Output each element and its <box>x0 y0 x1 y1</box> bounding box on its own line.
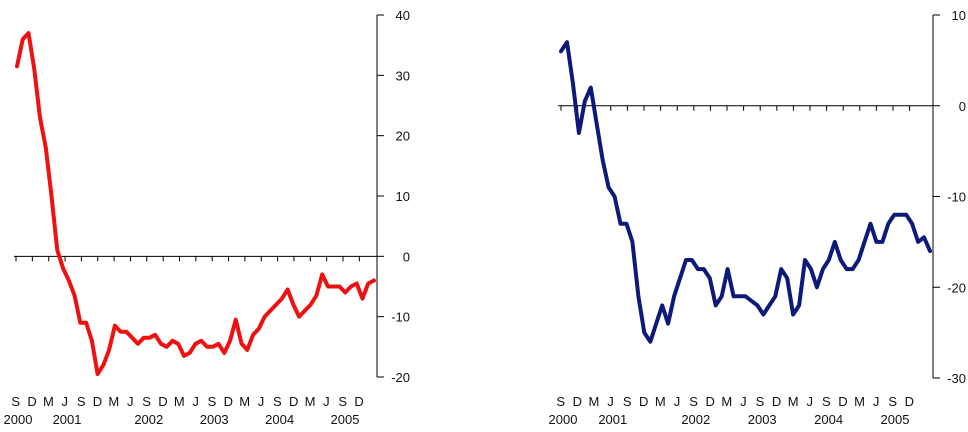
x-month-label: D <box>289 394 299 409</box>
x-month-label: S <box>822 394 831 409</box>
series-line <box>559 40 932 344</box>
x-month-label: D <box>573 394 583 409</box>
x-month-label: D <box>905 394 915 409</box>
x-month-label: S <box>888 394 897 409</box>
x-month-label: M <box>721 394 732 409</box>
x-month-label: M <box>174 394 185 409</box>
series-line <box>15 31 376 376</box>
x-month-label: J <box>127 394 134 409</box>
y-tick-label: 0 <box>959 99 966 114</box>
x-month-label: S <box>689 394 698 409</box>
x-month-label: M <box>655 394 666 409</box>
x-year-label: 2005 <box>331 412 360 427</box>
x-month-label: S <box>623 394 632 409</box>
x-month-label: J <box>258 394 265 409</box>
y-tick-label: 30 <box>396 68 410 83</box>
x-month-label: D <box>158 394 168 409</box>
y-tick-label: 40 <box>396 8 410 23</box>
x-month-label: D <box>772 394 782 409</box>
x-year-label: 2001 <box>53 412 82 427</box>
x-month-label: J <box>607 394 614 409</box>
x-month-label: J <box>62 394 69 409</box>
x-month-label: D <box>838 394 848 409</box>
x-month-label: M <box>305 394 316 409</box>
x-year-label: 2004 <box>814 412 843 427</box>
x-year-label: 2003 <box>748 412 777 427</box>
x-month-label: D <box>354 394 364 409</box>
x-month-label: J <box>674 394 681 409</box>
x-month-label: J <box>807 394 814 409</box>
y-tick-label: -10 <box>391 310 410 325</box>
x-year-label: 2001 <box>598 412 627 427</box>
x-month-label: M <box>108 394 119 409</box>
y-tick-label: -10 <box>947 190 966 205</box>
x-month-label: S <box>208 394 217 409</box>
x-month-label: J <box>740 394 747 409</box>
x-month-label: M <box>854 394 865 409</box>
y-tick-label: -20 <box>391 370 410 385</box>
x-year-label: 2005 <box>881 412 910 427</box>
x-month-label: D <box>705 394 715 409</box>
y-tick-label: 0 <box>403 249 410 264</box>
x-year-label: 2000 <box>4 412 33 427</box>
y-tick-label: -20 <box>947 280 966 295</box>
x-year-label: 2000 <box>549 412 578 427</box>
y-tick-label: 10 <box>396 189 410 204</box>
x-month-label: D <box>639 394 649 409</box>
x-month-label: S <box>338 394 347 409</box>
x-month-label: S <box>756 394 765 409</box>
x-month-label: J <box>192 394 199 409</box>
x-month-label: S <box>142 394 151 409</box>
x-month-label: M <box>589 394 600 409</box>
x-month-label: D <box>224 394 234 409</box>
x-month-label: S <box>556 394 565 409</box>
x-month-label: S <box>273 394 282 409</box>
x-year-label: 2002 <box>681 412 710 427</box>
x-year-label: 2003 <box>200 412 229 427</box>
x-month-label: J <box>323 394 330 409</box>
x-year-label: 2002 <box>134 412 163 427</box>
x-month-label: D <box>93 394 103 409</box>
x-month-label: S <box>11 394 20 409</box>
y-tick-label: 10 <box>952 8 966 23</box>
x-year-label: 2004 <box>265 412 294 427</box>
x-month-label: M <box>239 394 250 409</box>
y-tick-label: -30 <box>947 371 966 386</box>
x-month-label: M <box>43 394 54 409</box>
x-month-label: S <box>77 394 86 409</box>
x-month-label: D <box>27 394 37 409</box>
x-month-label: J <box>873 394 880 409</box>
x-month-label: M <box>788 394 799 409</box>
y-tick-label: 20 <box>396 129 410 144</box>
